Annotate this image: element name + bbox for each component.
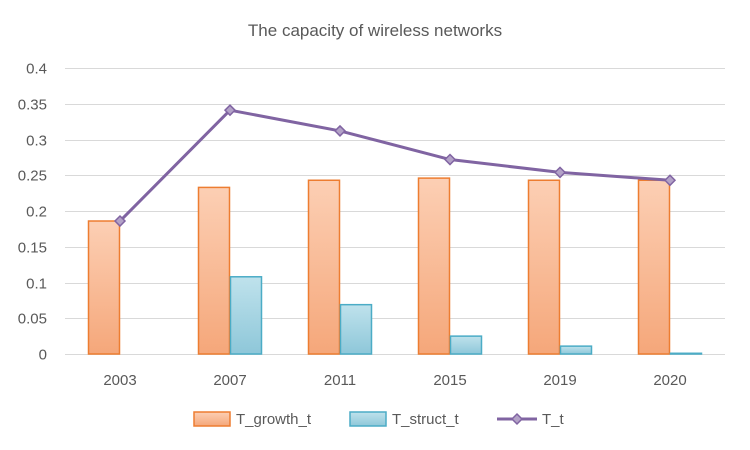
bar-t-growth-t-2015 bbox=[417, 177, 451, 355]
marker-t-t-2015 bbox=[443, 153, 457, 166]
y-tick-label: 0.25 bbox=[18, 168, 47, 185]
y-tick-label: 0.1 bbox=[26, 276, 47, 293]
bar-t-growth-t-2007 bbox=[197, 186, 231, 355]
legend-label-t-growth-t: T_growth_t bbox=[236, 411, 312, 428]
x-tick-label: 2007 bbox=[213, 372, 246, 389]
legend: T_growth_t T_struct_t T_t bbox=[193, 411, 565, 428]
bar-t-struct-t-2007 bbox=[229, 276, 263, 355]
legend-swatch-t-growth-t bbox=[193, 411, 231, 427]
bar-t-growth-t-2020 bbox=[637, 179, 671, 355]
x-tick-label: 2019 bbox=[543, 372, 576, 389]
y-tick-label: 0.2 bbox=[26, 204, 47, 221]
gridlines bbox=[65, 68, 725, 355]
y-tick-label: 0.35 bbox=[18, 97, 47, 114]
legend-label-t-struct-t: T_struct_t bbox=[392, 411, 460, 428]
marker-t-t-2020 bbox=[663, 174, 677, 187]
chart-title: The capacity of wireless networks bbox=[248, 21, 502, 40]
bar-t-growth-t-2003 bbox=[87, 220, 121, 355]
marker-t-t-2007 bbox=[223, 104, 237, 117]
bar-t-struct-t-2015 bbox=[449, 335, 483, 355]
y-axis-ticks: 0 0.05 0.1 0.15 0.2 0.25 0.3 0.35 0.4 bbox=[18, 61, 47, 364]
bar-t-struct-t-2019 bbox=[559, 345, 593, 355]
bar-t-growth-t-2019 bbox=[527, 179, 561, 355]
marker-t-t-2019 bbox=[553, 166, 567, 179]
y-tick-label: 0.05 bbox=[18, 311, 47, 328]
bars bbox=[87, 177, 703, 355]
x-tick-label: 2003 bbox=[103, 372, 136, 389]
x-tick-label: 2020 bbox=[653, 372, 686, 389]
legend-label-t-t: T_t bbox=[542, 411, 565, 428]
legend-swatch-t-struct-t bbox=[349, 411, 387, 427]
y-tick-label: 0.4 bbox=[26, 61, 47, 78]
x-tick-label: 2011 bbox=[324, 372, 356, 389]
y-tick-label: 0.3 bbox=[26, 133, 47, 150]
legend-marker-t-t bbox=[510, 412, 524, 426]
marker-t-t-2011 bbox=[333, 124, 347, 137]
bar-t-struct-t-2011 bbox=[339, 303, 373, 355]
line-series bbox=[113, 104, 677, 228]
y-tick-label: 0 bbox=[39, 347, 47, 364]
line-t-t bbox=[118, 108, 671, 223]
x-axis-ticks: 2003 2007 2011 2015 2019 2020 bbox=[103, 372, 686, 389]
bar-t-struct-t-2020 bbox=[669, 352, 703, 355]
marker-t-t-2003 bbox=[113, 214, 127, 228]
x-tick-label: 2015 bbox=[433, 372, 466, 389]
y-tick-label: 0.15 bbox=[18, 240, 47, 257]
bar-t-growth-t-2011 bbox=[307, 179, 341, 355]
